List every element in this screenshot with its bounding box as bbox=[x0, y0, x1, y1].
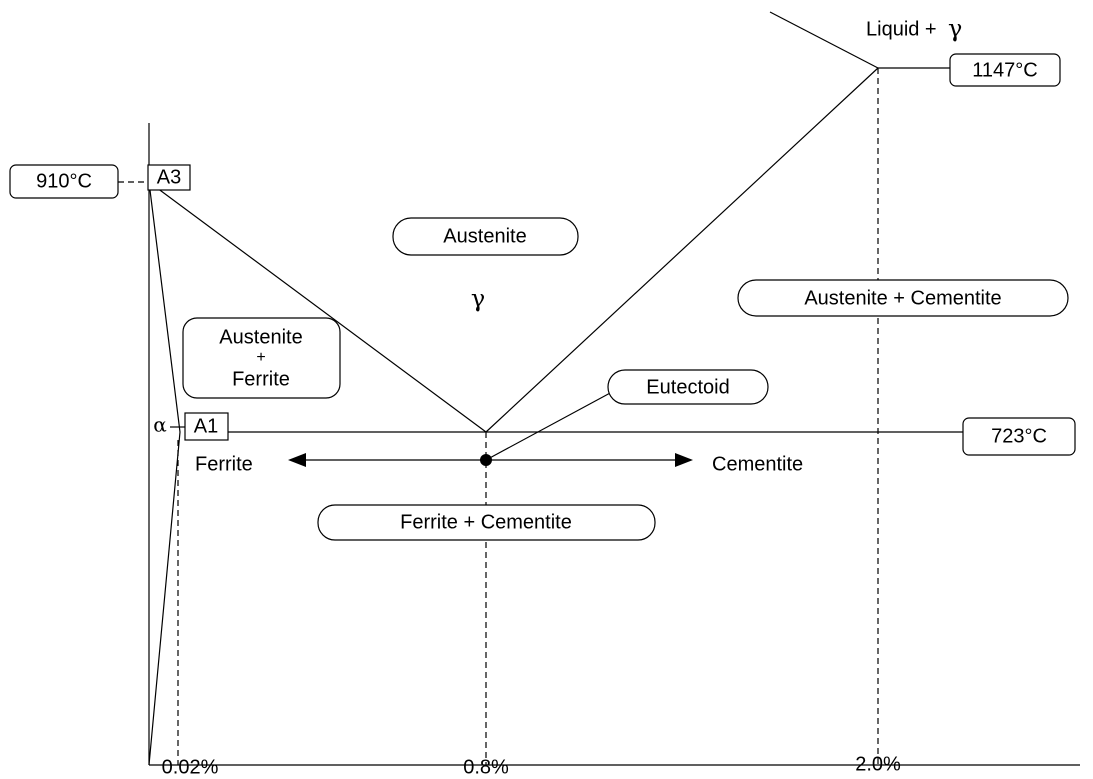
label: α bbox=[153, 413, 167, 437]
label: 910°C bbox=[36, 170, 92, 192]
box bbox=[737, 279, 1069, 317]
label: γ bbox=[471, 285, 485, 313]
label: Eutectoid bbox=[646, 376, 729, 398]
label: Ferrite bbox=[195, 453, 253, 475]
label: 723°C bbox=[991, 425, 1047, 447]
eutectoid-pointer bbox=[485, 391, 613, 461]
box bbox=[184, 412, 229, 441]
label: A1 bbox=[194, 415, 218, 437]
arrow-right bbox=[675, 453, 693, 467]
label: Austenite bbox=[219, 326, 302, 348]
acm-line bbox=[485, 67, 879, 433]
label: + bbox=[256, 349, 265, 366]
x-label: 2.0% bbox=[855, 753, 901, 775]
box bbox=[607, 369, 769, 405]
label: Ferrite + Cementite bbox=[400, 511, 572, 533]
label: A3 bbox=[157, 166, 181, 188]
label: Liquid + bbox=[866, 18, 937, 40]
liquidus bbox=[769, 11, 879, 69]
x-label: 0.8% bbox=[463, 756, 509, 778]
box bbox=[949, 53, 1061, 87]
label: γ bbox=[948, 15, 962, 43]
box bbox=[392, 217, 579, 256]
label: Cementite bbox=[712, 453, 803, 475]
box bbox=[9, 164, 119, 199]
label: Ferrite bbox=[232, 368, 290, 390]
box bbox=[962, 417, 1076, 456]
box bbox=[317, 504, 656, 541]
x-label: 0.02% bbox=[162, 756, 219, 778]
box bbox=[182, 317, 341, 399]
alpha-boundary bbox=[148, 181, 181, 766]
label: Austenite + Cementite bbox=[804, 287, 1001, 309]
a3-line bbox=[148, 181, 487, 433]
box bbox=[147, 164, 191, 191]
arrow-left bbox=[288, 453, 306, 467]
label: Austenite bbox=[443, 225, 526, 247]
label: 1147°C bbox=[972, 59, 1037, 81]
